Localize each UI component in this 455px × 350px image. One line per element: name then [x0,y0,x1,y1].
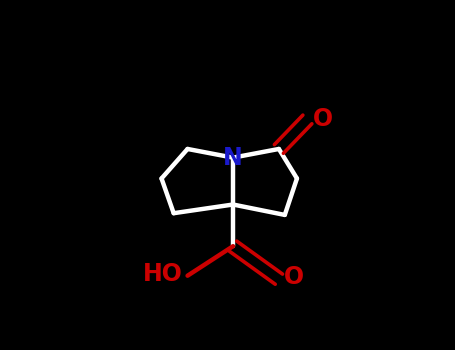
Text: N: N [223,146,243,170]
Text: HO: HO [142,262,182,286]
Text: O: O [313,107,333,132]
Text: O: O [284,265,304,289]
